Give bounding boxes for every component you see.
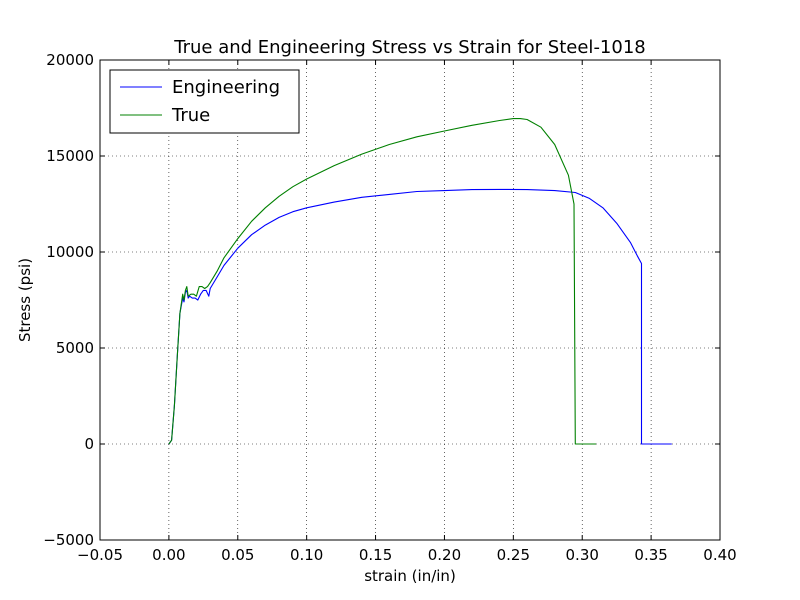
plot-area [168,118,672,445]
y-tick-label: −5000 [43,531,94,549]
y-tick-label: 5000 [56,339,94,357]
legend-label-true: True [171,105,210,126]
x-tick-label: 0.15 [359,546,392,564]
y-tick-label: 20000 [46,51,94,69]
x-tick-label: 0.05 [221,546,254,564]
x-tick-label: 0.25 [497,546,530,564]
series-line-engineering [168,188,672,445]
legend: Engineering True [109,69,300,134]
x-tick-label: 0.40 [703,546,736,564]
x-tick-label: 0.30 [566,546,599,564]
x-tick-label: −0.05 [77,546,123,564]
y-tick-label: 0 [84,435,94,453]
grid-lines [100,60,720,540]
axis-ticks: −0.05 0.00 0.05 0.10 0.15 0.20 0.25 0.30 0.35 0.4… [43,51,736,564]
x-tick-label: 0.00 [152,546,185,564]
y-axis-label: Stress (psi) [16,258,34,342]
x-tick-label: 0.10 [290,546,323,564]
y-tick-label: 15000 [46,147,94,165]
series-line-true [168,118,596,445]
legend-box [109,69,300,134]
legend-label-engineering: Engineering [172,77,280,98]
y-tick-label: 10000 [46,243,94,261]
x-axis-label: strain (in/in) [364,567,456,585]
plot-frame [99,59,721,541]
chart-title: True and Engineering Stress vs Strain fo… [173,37,646,58]
x-tick-label: 0.35 [634,546,667,564]
x-tick-label: 0.20 [428,546,461,564]
